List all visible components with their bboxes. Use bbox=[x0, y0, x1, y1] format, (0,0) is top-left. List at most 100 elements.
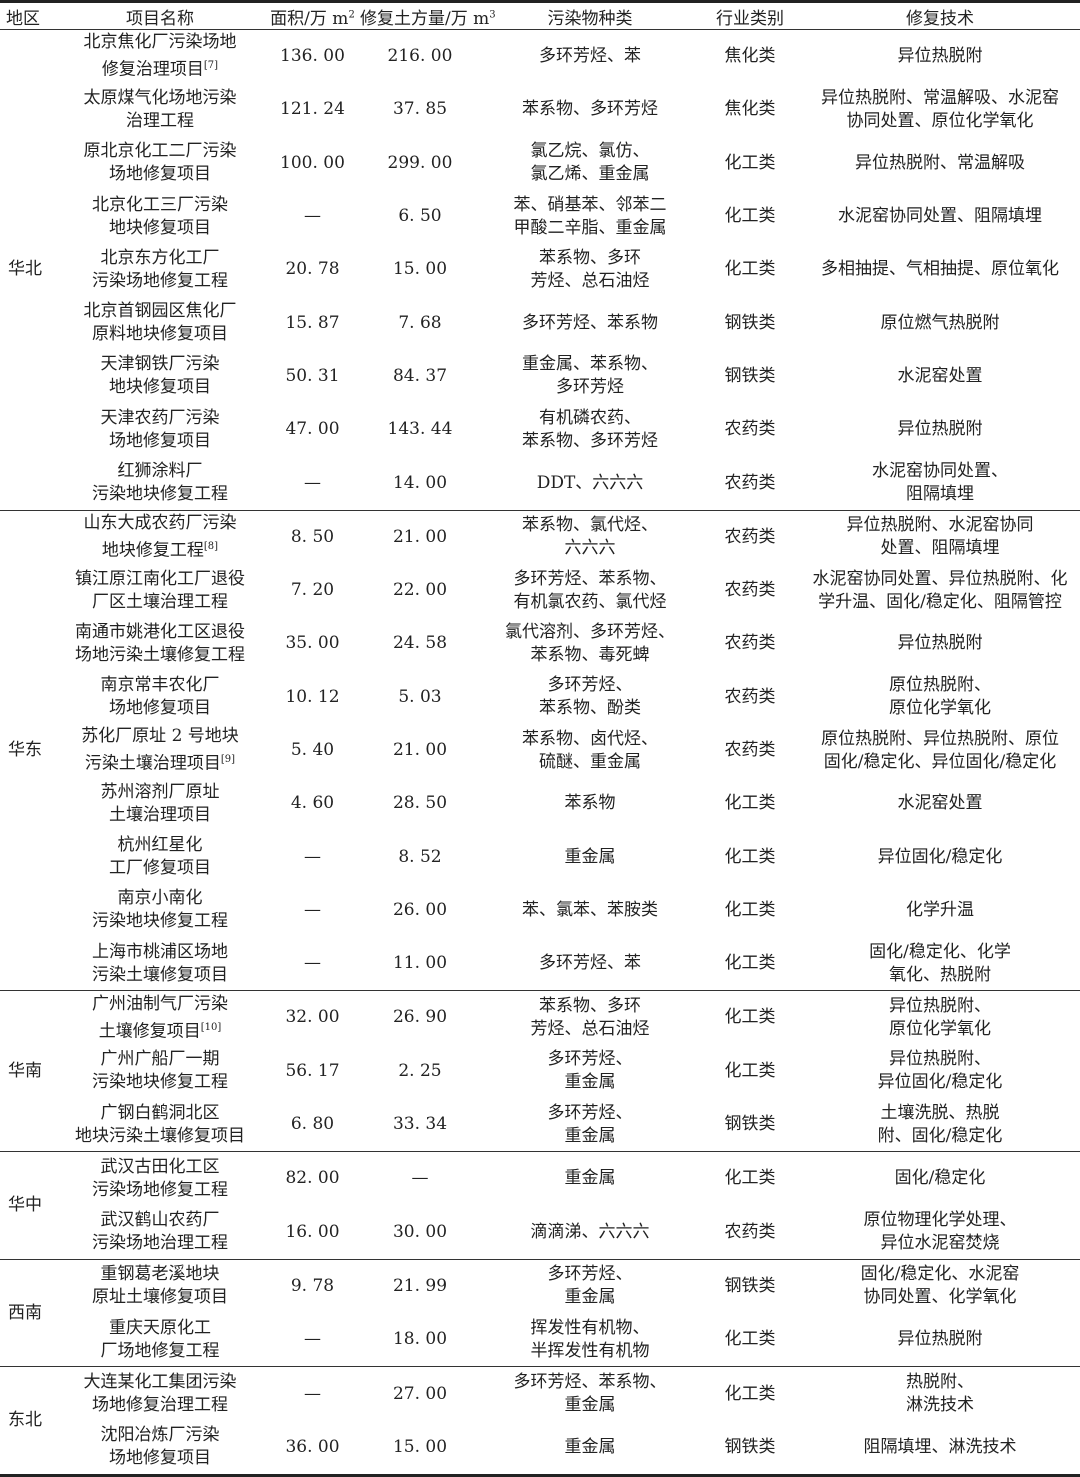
volume-cell: 30. 00 bbox=[392, 1221, 448, 1242]
industry-cell: 农药类 bbox=[724, 419, 776, 440]
region-cell: 华东 bbox=[0, 509, 55, 991]
project-name: 北京东方化工厂 污染场地修复工程 bbox=[92, 247, 228, 291]
table-row: 镇江原江南化工厂退役 厂区土壤治理工程 7. 20 22. 00 多环芳烃、苯系物、 … bbox=[0, 564, 1080, 617]
area-cell: 36. 00 bbox=[285, 1436, 340, 1457]
project-name-cell: 杭州红星化 工厂修复项目 bbox=[55, 830, 265, 883]
technology-cell: 热脱附、 淋洗技术 bbox=[800, 1366, 1080, 1421]
project-name: 广州油制气厂污染 土壤修复项目 bbox=[92, 993, 228, 1042]
technology-cell: 异位热脱附 bbox=[800, 29, 1080, 84]
pollutant-cell: 苯系物、卤代烃、 硫醚、重金属 bbox=[522, 728, 658, 772]
area-cell: — bbox=[304, 1329, 321, 1350]
pollutant-cell: 苯、氯苯、苯胺类 bbox=[522, 899, 658, 920]
table-row: 北京首钢园区焦化厂 原料地块修复项目 15. 87 7. 68 多环芳烃、苯系物 钢铁类… bbox=[0, 296, 1080, 349]
volume-cell: 2. 25 bbox=[398, 1060, 442, 1081]
area-cell: 10. 12 bbox=[285, 686, 340, 707]
industry-cell: 焦化类 bbox=[724, 99, 776, 120]
project-name-cell: 北京东方化工厂 污染场地修复工程 bbox=[55, 243, 265, 296]
table-row: 天津农药厂污染 场地修复项目 47. 00 143. 44 有机磷农药、 苯系物、多环… bbox=[0, 403, 1080, 456]
table-row: 南京小南化 污染地块修复工程 — 26. 00 苯、氯苯、苯胺类 化工类 化学升温 bbox=[0, 884, 1080, 937]
project-name-cell: 红狮涂料厂 污染地块修复工程 bbox=[55, 456, 265, 510]
project-name-cell: 南京小南化 污染地块修复工程 bbox=[55, 884, 265, 937]
header-area-text: 面积/万 m bbox=[270, 8, 349, 29]
industry-cell: 化工类 bbox=[700, 1151, 800, 1206]
industry-cell: 农药类 bbox=[700, 509, 800, 564]
industry-cell: 化工类 bbox=[724, 206, 776, 227]
project-name: 重钢葛老溪地块 原址土壤修复项目 bbox=[92, 1264, 228, 1308]
pollutant-cell: 多环芳烃、 重金属 bbox=[480, 1258, 700, 1314]
industry-cell: 农药类 bbox=[724, 740, 776, 760]
volume-cell: 8. 52 bbox=[398, 846, 442, 867]
volume-cell: 7. 68 bbox=[398, 312, 442, 333]
project-name: 太原煤气化场地污染 治理工程 bbox=[83, 87, 237, 131]
project-name: 天津农药厂污染 场地修复项目 bbox=[100, 407, 220, 451]
volume-cell: 24. 58 bbox=[392, 633, 448, 654]
project-name: 沈阳冶炼厂污染 场地修复项目 bbox=[100, 1425, 220, 1469]
technology-cell: 原位燃气热脱附 bbox=[880, 312, 1000, 333]
pollutant-cell: 重金属、苯系物、 多环芳烃 bbox=[522, 354, 658, 398]
project-name: 苏州溶剂厂原址 土壤治理项目 bbox=[100, 781, 220, 825]
technology-cell: 原位热脱附、异位热脱附、原位 固化/稳定化、异位固化/稳定化 bbox=[821, 728, 1059, 772]
industry-cell: 农药类 bbox=[724, 686, 776, 707]
project-name-cell: 武汉古田化工区 污染场地修复工程 bbox=[55, 1151, 265, 1206]
table-row: 武汉鹤山农药厂 污染场地治理工程 16. 00 30. 00 滴滴涕、六六六 农药类 原位… bbox=[0, 1206, 1080, 1260]
volume-cell: 15. 00 bbox=[392, 1436, 448, 1457]
project-name-cell: 沈阳冶炼厂污染 场地修复项目 bbox=[55, 1421, 265, 1476]
volume-cell: 21. 00 bbox=[360, 509, 480, 564]
project-name-cell: 苏化厂原址 2 号地块 污染土壤治理项目[9] bbox=[55, 724, 265, 777]
volume-cell: 216. 00 bbox=[360, 29, 480, 84]
pollutant-cell: 多环芳烃、 苯系物、酚类 bbox=[539, 675, 641, 719]
industry-cell: 化工类 bbox=[724, 152, 776, 173]
project-name-cell: 太原煤气化场地污染 治理工程 bbox=[55, 83, 265, 136]
table-row: 华中 武汉古田化工区 污染场地修复工程 82. 00— 重金属 化工类 固化/稳定化 bbox=[0, 1151, 1080, 1260]
pollutant-cell: 重金属 bbox=[564, 846, 616, 867]
technology-cell: 多相抽提、气相抽提、原位氧化 bbox=[821, 259, 1059, 280]
pollutant-cell: 苯系物、多环 芳烃、总石油烃 bbox=[530, 247, 650, 291]
technology-cell: 异位固化/稳定化 bbox=[877, 846, 1003, 867]
pollutant-cell: 有机磷农药、 苯系物、多环芳烃 bbox=[522, 407, 658, 451]
industry-cell: 化工类 bbox=[724, 846, 776, 867]
reference-marker: [8] bbox=[203, 540, 219, 552]
area-cell: 35. 00 bbox=[285, 633, 340, 654]
project-name-cell: 广州广船厂一期 污染地块修复工程 bbox=[55, 1045, 265, 1098]
area-cell: 5. 40 bbox=[290, 740, 335, 760]
volume-cell: 5. 03 bbox=[398, 686, 442, 707]
industry-cell: 钢铁类 bbox=[724, 365, 776, 386]
area-cell: 20. 78 bbox=[285, 259, 340, 280]
table-row: 天津钢铁厂污染 地块修复项目 50. 31 84. 37 重金属、苯系物、 多环芳烃 钢… bbox=[0, 350, 1080, 403]
region-cell: 华南 bbox=[0, 990, 55, 1152]
project-name: 上海市桃浦区场地 污染土壤修复项目 bbox=[92, 941, 228, 985]
pollutant-cell: 苯、硝基苯、邻苯二 甲酸二辛脂、重金属 bbox=[513, 194, 667, 238]
area-cell: 100. 00 bbox=[280, 152, 345, 173]
table-row: 华东 山东大成农药厂污染 地块修复工程[8] 8. 50 21. 00 苯系物、氯代烃、… bbox=[0, 509, 1080, 991]
volume-cell: 21. 00 bbox=[392, 740, 448, 760]
volume-cell: 299. 00 bbox=[387, 152, 453, 173]
pollutant-cell: 苯系物、多环芳烃 bbox=[522, 99, 658, 120]
header-industry: 行业类别 bbox=[700, 1, 800, 30]
industry-cell: 化工类 bbox=[724, 793, 776, 814]
project-name: 山东大成农药厂污染 地块修复工程 bbox=[83, 512, 237, 561]
project-name: 天津钢铁厂污染 地块修复项目 bbox=[100, 354, 220, 398]
pollutant-cell: 苯系物 bbox=[564, 793, 616, 814]
table-row: 华南 广州油制气厂污染 土壤修复项目[10] 32. 00 26. 90 苯系物、多环 … bbox=[0, 990, 1080, 1152]
pollutant-cell: 氯代溶剂、多环芳烃、 苯系物、毒死蜱 bbox=[505, 621, 675, 665]
project-name: 苏化厂原址 2 号地块 污染土壤治理项目 bbox=[81, 726, 239, 774]
table-row: 重庆天原化工 厂场地修复工程 — 18. 00 挥发性有机物、 半挥发性有机物 化工类 异… bbox=[0, 1313, 1080, 1367]
table-row: 上海市桃浦区场地 污染土壤修复项目 — 11. 00 多环芳烃、苯 化工类 固化/稳定化、… bbox=[0, 937, 1080, 991]
reference-marker: [9] bbox=[220, 754, 236, 766]
technology-cell: 原位热脱附、 原位化学氧化 bbox=[889, 675, 991, 719]
technology-cell: 异位热脱附 bbox=[897, 419, 983, 440]
project-name-cell: 重钢葛老溪地块 原址土壤修复项目 bbox=[55, 1258, 265, 1314]
pollutant-cell: 重金属 bbox=[480, 1151, 700, 1206]
project-name-cell: 重庆天原化工 厂场地修复工程 bbox=[55, 1313, 265, 1367]
pollutant-cell: 滴滴涕、六六六 bbox=[530, 1221, 650, 1242]
industry-cell: 农药类 bbox=[724, 1221, 776, 1242]
table-row: 苏化厂原址 2 号地块 污染土壤治理项目[9] 5. 40 21. 00 苯系物、卤代… bbox=[0, 724, 1080, 777]
technology-cell: 固化/稳定化 bbox=[800, 1151, 1080, 1206]
industry-cell: 化工类 bbox=[724, 899, 776, 920]
project-name-cell: 武汉鹤山农药厂 污染场地治理工程 bbox=[55, 1206, 265, 1260]
volume-cell: 28. 50 bbox=[392, 793, 448, 814]
table-row: 北京化工三厂污染 地块修复项目 — 6. 50 苯、硝基苯、邻苯二 甲酸二辛脂、重金属… bbox=[0, 190, 1080, 243]
table-row: 西南 重钢葛老溪地块 原址土壤修复项目 9. 78 21. 99 多环芳烃、 重金属 钢铁… bbox=[0, 1258, 1080, 1367]
volume-cell: 84. 37 bbox=[392, 365, 448, 386]
